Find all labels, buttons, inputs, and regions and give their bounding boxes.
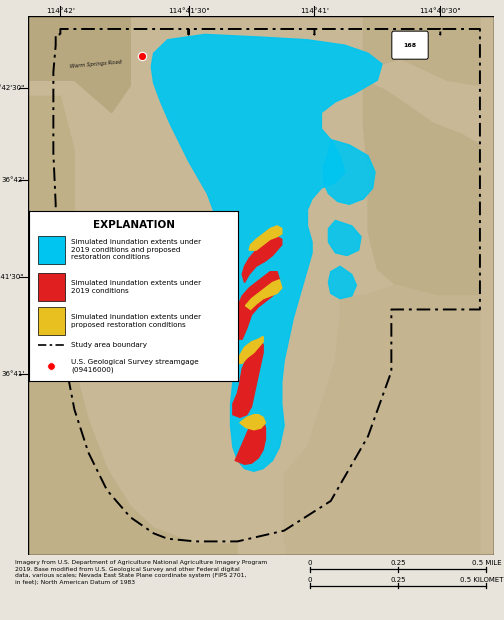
Text: 114°40'30": 114°40'30" <box>419 7 461 14</box>
Polygon shape <box>235 272 280 339</box>
Polygon shape <box>240 415 266 430</box>
Text: Simulated inundation extents under
2019 conditions and proposed
restoration cond: Simulated inundation extents under 2019 … <box>71 239 201 260</box>
Text: 36°41': 36°41' <box>1 371 24 377</box>
Text: 168: 168 <box>403 43 417 48</box>
Text: 0.25: 0.25 <box>391 577 406 583</box>
Polygon shape <box>28 97 237 555</box>
Polygon shape <box>363 16 480 86</box>
Bar <box>38 273 65 301</box>
Text: 114°41'30": 114°41'30" <box>168 7 210 14</box>
Bar <box>38 307 65 335</box>
Text: 114°41': 114°41' <box>300 7 329 14</box>
Text: Warm Springs Road: Warm Springs Road <box>70 60 122 69</box>
Text: Imagery from U.S. Department of Agriculture National Agriculture Imagery Program: Imagery from U.S. Department of Agricult… <box>15 560 267 585</box>
Text: 0.5 MILE: 0.5 MILE <box>472 560 501 566</box>
Polygon shape <box>324 140 375 204</box>
Text: 36°41'30": 36°41'30" <box>0 274 24 280</box>
Polygon shape <box>284 285 480 555</box>
FancyBboxPatch shape <box>392 31 428 59</box>
Polygon shape <box>249 226 282 250</box>
Polygon shape <box>238 337 263 363</box>
Polygon shape <box>233 342 263 417</box>
Polygon shape <box>329 267 356 299</box>
Text: 0.25: 0.25 <box>391 560 406 566</box>
Text: 0.5 KILOMETER: 0.5 KILOMETER <box>460 577 504 583</box>
Text: Study area boundary: Study area boundary <box>71 342 147 348</box>
Text: 0: 0 <box>308 560 312 566</box>
Polygon shape <box>245 280 282 309</box>
Text: Simulated inundation extents under
2019 conditions: Simulated inundation extents under 2019 … <box>71 280 201 294</box>
Bar <box>38 236 65 264</box>
Polygon shape <box>28 16 130 113</box>
Text: 36°42': 36°42' <box>1 177 24 183</box>
Polygon shape <box>329 221 361 255</box>
Polygon shape <box>237 544 284 555</box>
Polygon shape <box>242 237 282 283</box>
Text: EXPLANATION: EXPLANATION <box>93 220 175 230</box>
Text: 114°42': 114°42' <box>46 7 75 14</box>
Text: 36°42'30": 36°42'30" <box>0 86 24 91</box>
Polygon shape <box>363 80 480 296</box>
Polygon shape <box>235 417 266 464</box>
Text: U.S. Geological Survey streamgage
(09416000): U.S. Geological Survey streamgage (09416… <box>71 359 199 373</box>
Text: 0: 0 <box>308 577 312 583</box>
Polygon shape <box>151 34 382 471</box>
Text: Simulated inundation extents under
proposed restoration conditions: Simulated inundation extents under propo… <box>71 314 201 328</box>
